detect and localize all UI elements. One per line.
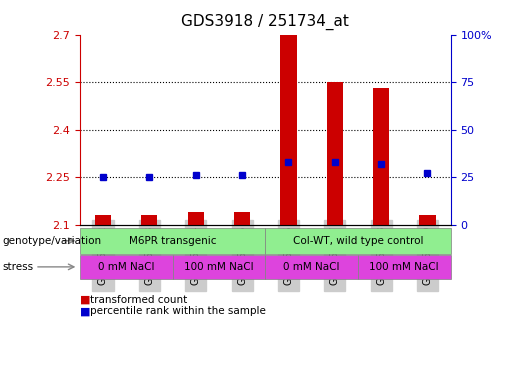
Text: genotype/variation: genotype/variation [3,236,101,246]
Text: 0 mM NaCl: 0 mM NaCl [98,262,154,272]
Title: GDS3918 / 251734_at: GDS3918 / 251734_at [181,14,349,30]
Bar [95,215,111,225]
Text: transformed count: transformed count [90,295,187,305]
Bar [141,215,158,225]
Text: 100 mM NaCl: 100 mM NaCl [184,262,254,272]
Text: ■: ■ [80,295,90,305]
Bar [327,82,343,225]
Bar [234,212,250,225]
Bar [280,35,297,225]
Text: Col-WT, wild type control: Col-WT, wild type control [293,236,423,246]
Text: percentile rank within the sample: percentile rank within the sample [90,306,266,316]
Text: stress: stress [3,262,33,272]
Text: M6PR transgenic: M6PR transgenic [129,236,216,246]
Bar [187,212,204,225]
Bar [419,215,436,225]
Text: ■: ■ [80,306,90,316]
Text: 100 mM NaCl: 100 mM NaCl [369,262,439,272]
Text: 0 mM NaCl: 0 mM NaCl [283,262,340,272]
Bar [373,88,389,225]
